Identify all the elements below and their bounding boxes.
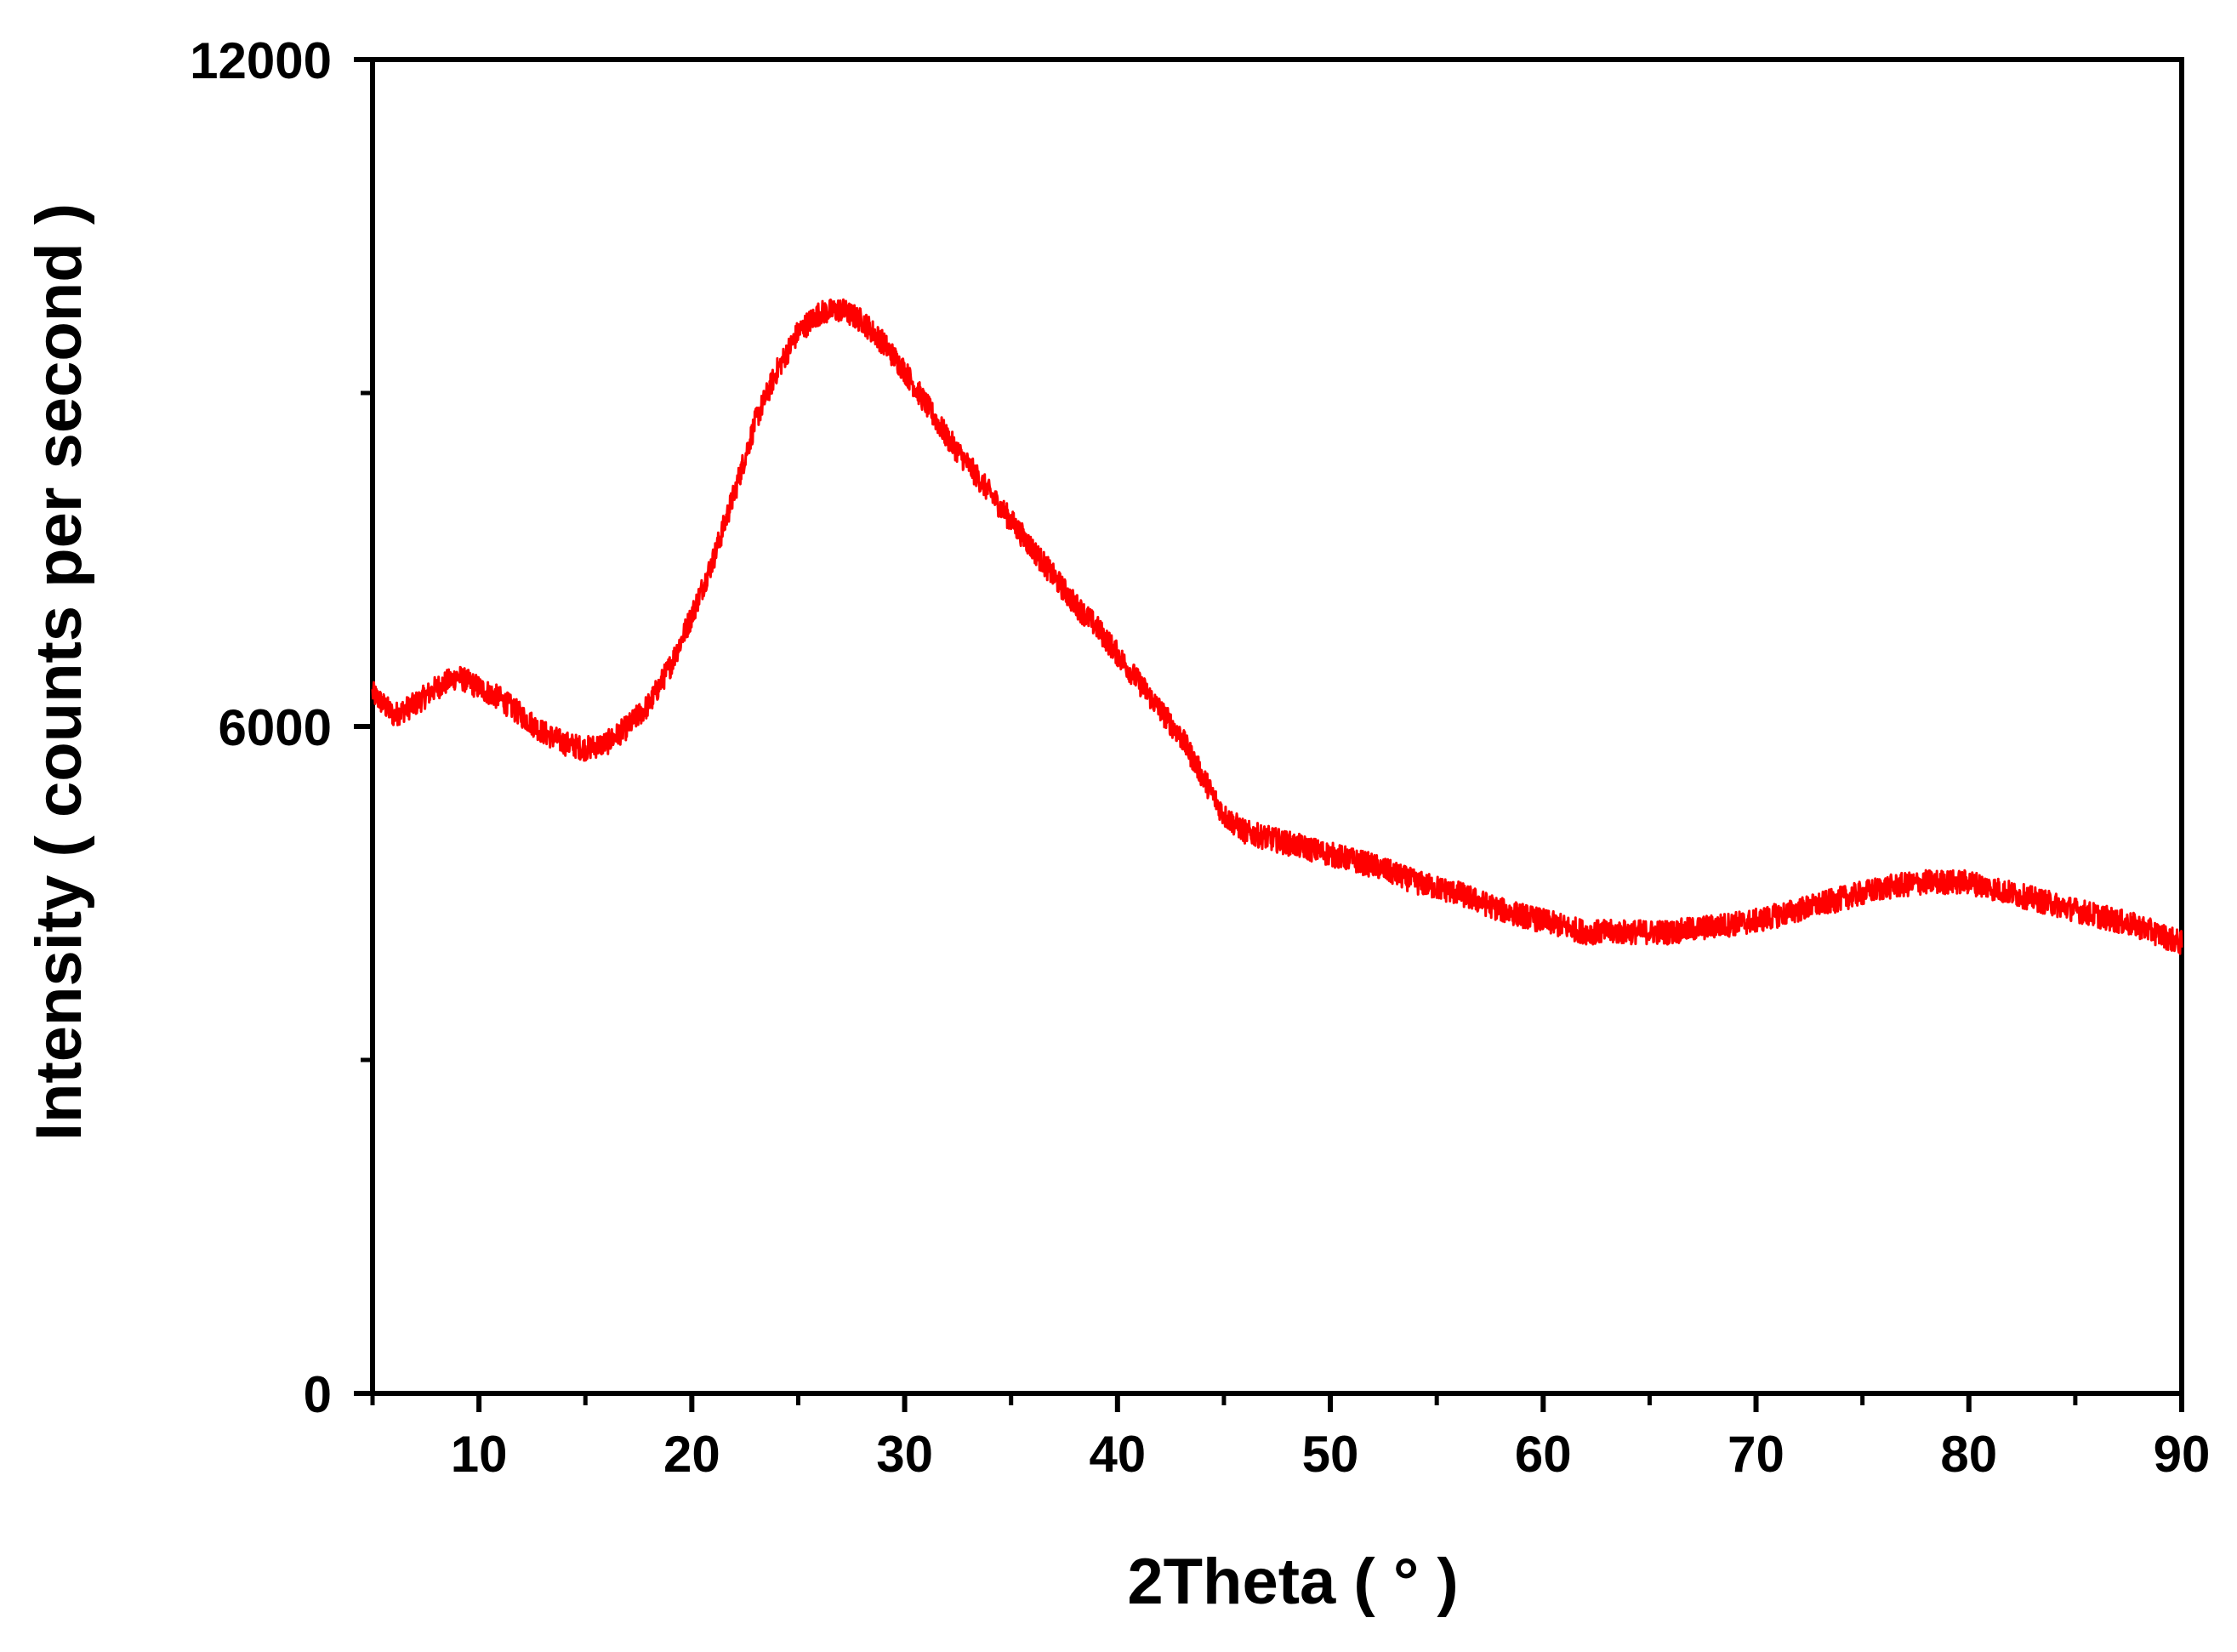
series-line	[371, 298, 2183, 955]
x-tick-label: 30	[876, 1426, 933, 1483]
x-tick-label: 60	[1515, 1426, 1572, 1483]
y-tick-label: 0	[304, 1366, 332, 1423]
y-tick-label: 6000	[219, 699, 332, 756]
x-tick-label: 10	[451, 1426, 508, 1483]
x-tick-label: 20	[663, 1426, 720, 1483]
x-tick-label: 80	[1940, 1426, 1997, 1483]
x-axis-title: 2Theta ( ° )	[1127, 1546, 1458, 1618]
y-axis-title: Intensity ( counts per second )	[23, 203, 95, 1141]
x-tick-label: 70	[1728, 1426, 1784, 1483]
plot-frame	[370, 57, 2184, 1396]
x-tick-label: 40	[1089, 1426, 1146, 1483]
x-tick-label: 50	[1302, 1426, 1359, 1483]
y-tick-label: 12000	[190, 32, 332, 89]
x-tick-label: 90	[2154, 1426, 2211, 1483]
